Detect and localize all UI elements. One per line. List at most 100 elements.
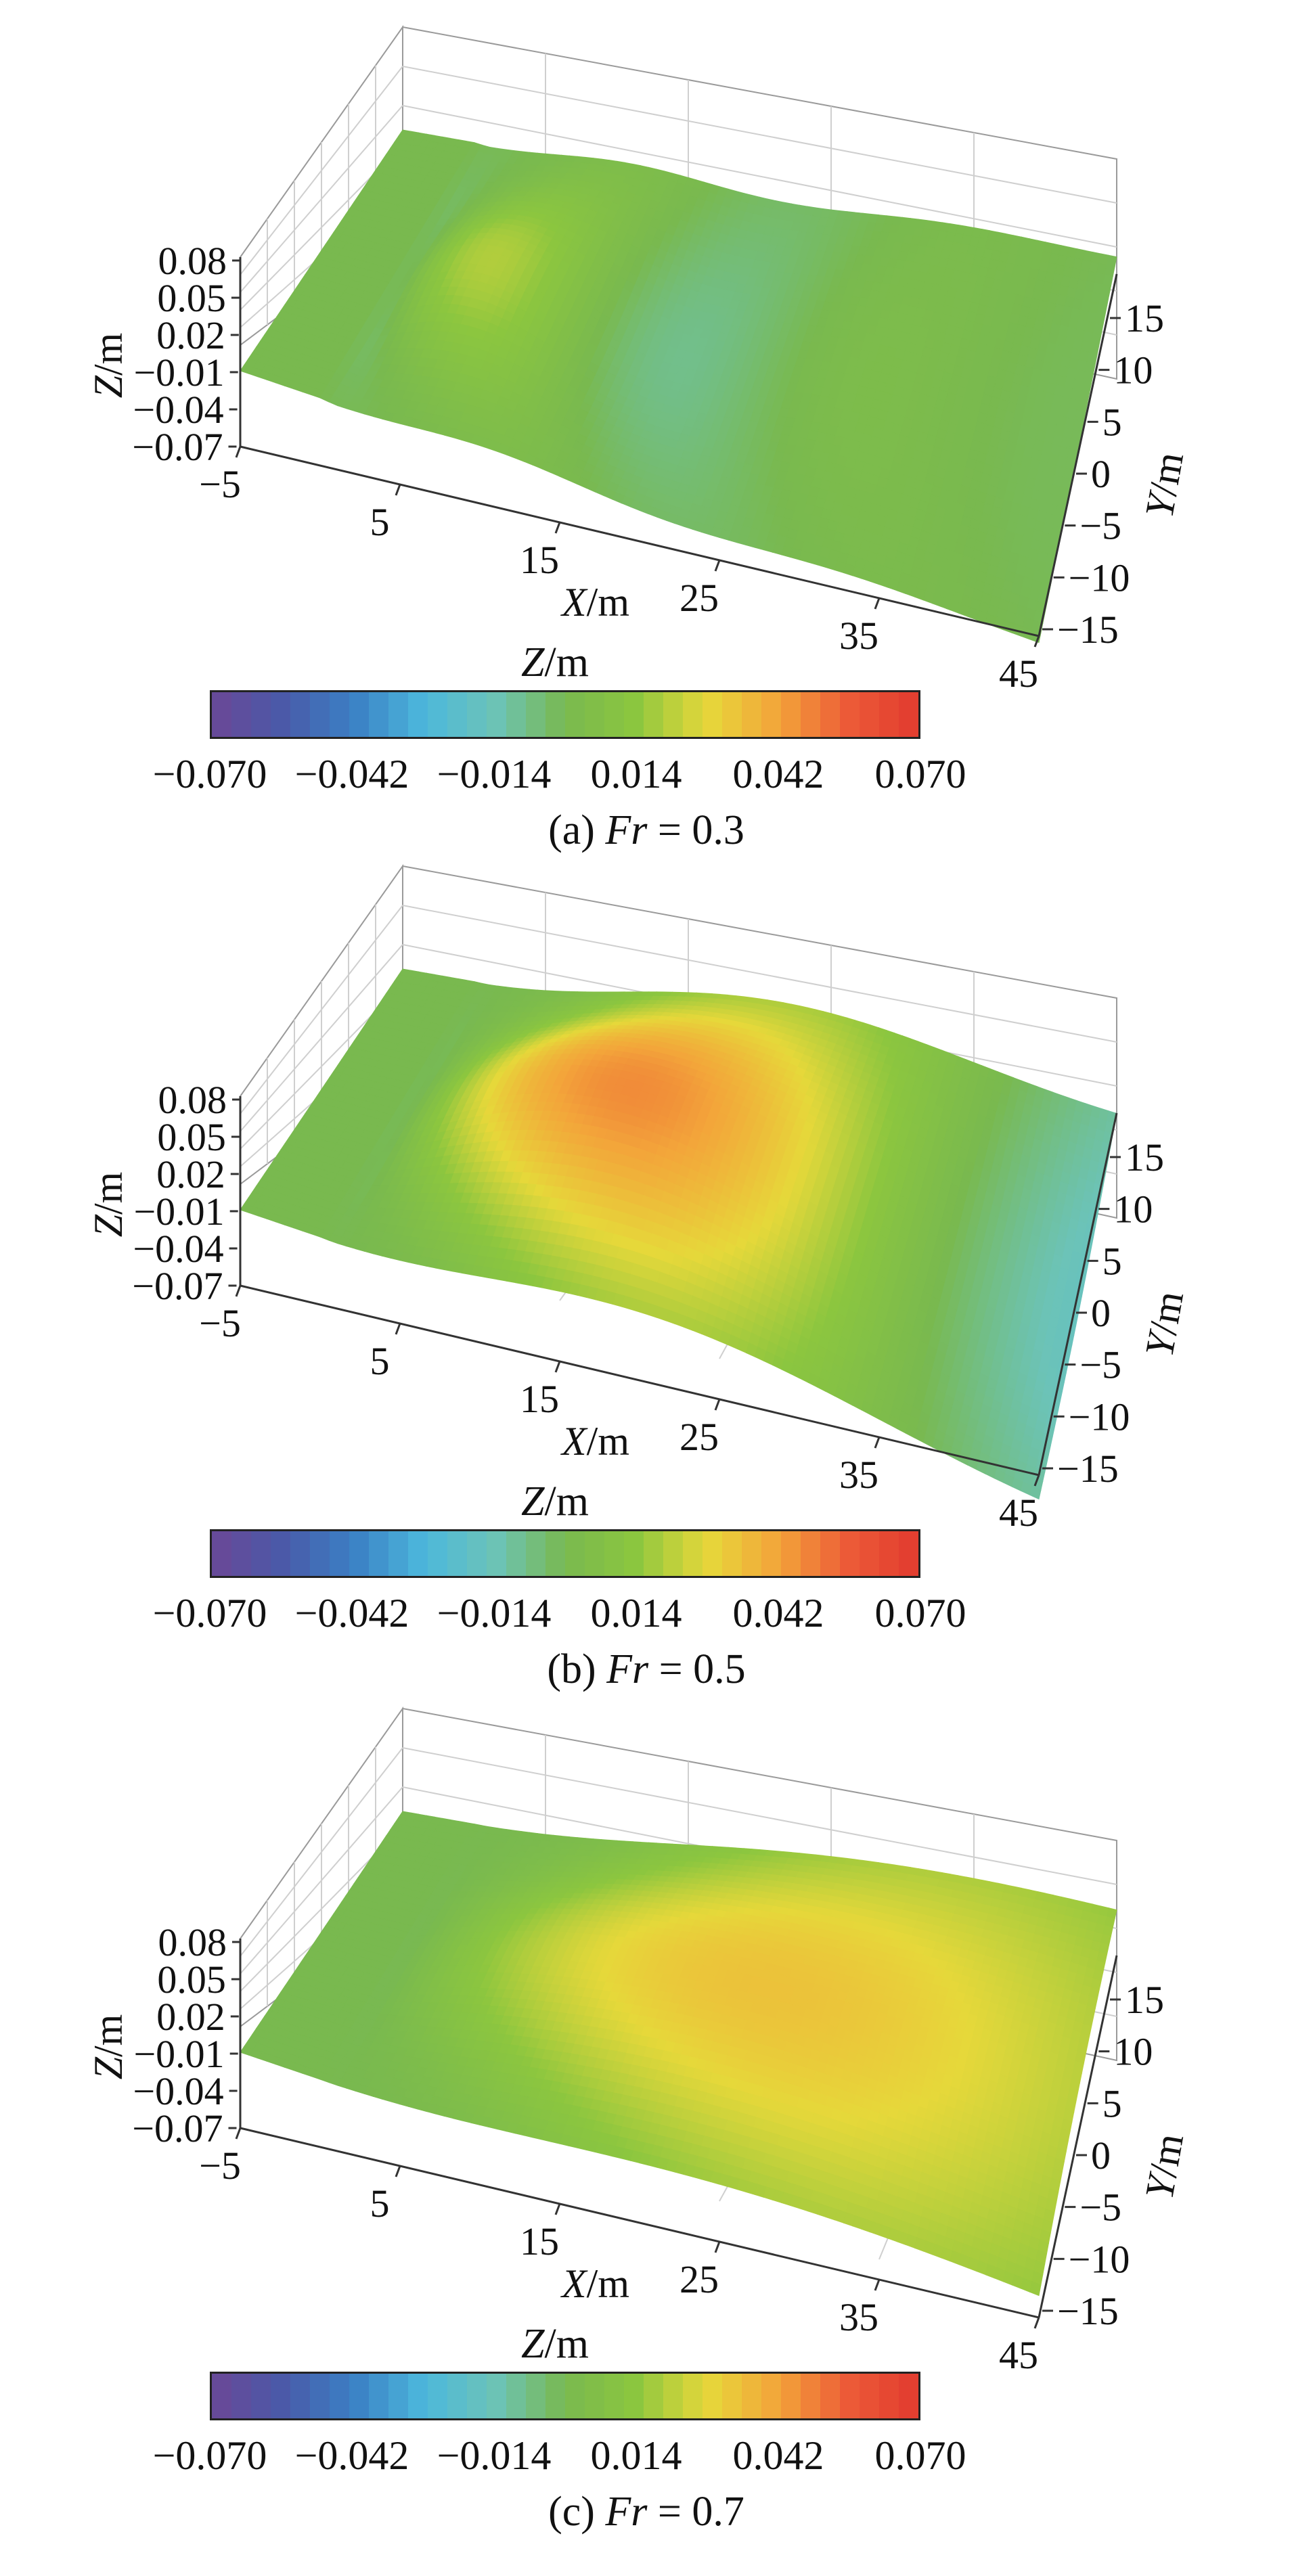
panel-caption: (b) Fr = 0.5	[547, 1646, 746, 1692]
z-axis-label: Z/m	[86, 1172, 131, 1238]
y-tick-label: −5	[1079, 504, 1121, 548]
colorbar-tick-label: 0.014	[590, 1591, 682, 1635]
colorbar-tick-label: 0.042	[732, 2433, 824, 2478]
z-tick-label: −0.07	[132, 2106, 223, 2150]
y-tick-label: 10	[1113, 348, 1153, 392]
x-tick-label: −5	[199, 1301, 241, 1345]
panel-b: −0.07 −0.04 −0.01 0.02 0.05 0.08 Z/m −5 5 15 25 35 4…	[0, 839, 1292, 1698]
panel-caption: (c) Fr = 0.7	[548, 2489, 744, 2535]
x-axis: −5 5 15 25 35 45 X/m	[199, 446, 1040, 696]
colorbar-tick-label: 0.014	[590, 2433, 682, 2478]
colorbar-tick-label: 0.070	[874, 2433, 966, 2478]
z-axis-label: Z/m	[86, 333, 131, 399]
y-axis-label: Y/m	[1136, 1288, 1192, 1360]
z-tick-label: −0.07	[132, 1264, 223, 1308]
x-axis: −5 5 15 25 35 45 X/m	[199, 1285, 1040, 1535]
colorbar-label: Z/m	[521, 1478, 589, 1524]
wave-surface	[240, 129, 1117, 643]
y-tick-label: 10	[1113, 1188, 1153, 1231]
y-tick-label: 10	[1113, 2030, 1153, 2074]
x-tick-label: 5	[370, 2182, 390, 2225]
colorbar-label: Z/m	[521, 2321, 589, 2367]
z-tick-label: −0.07	[132, 425, 223, 469]
colorbar-tick-label: −0.014	[437, 2433, 552, 2478]
x-axis: −5 5 15 25 35 45 X/m	[199, 2127, 1040, 2377]
colorbar	[210, 1529, 920, 1578]
x-tick-label: 25	[680, 576, 719, 620]
x-tick-label: 35	[839, 1453, 878, 1497]
x-axis-label: X/m	[560, 2261, 629, 2306]
panel-caption: (a) Fr = 0.3	[548, 807, 744, 853]
y-tick-label: 15	[1125, 1978, 1164, 2022]
x-tick-label: 45	[999, 1491, 1038, 1535]
x-tick-label: 5	[370, 1339, 390, 1383]
colorbar-ticks: −0.070 −0.042 −0.014 0.014 0.042 0.070	[153, 1591, 966, 1635]
x-axis-label: X/m	[560, 1419, 629, 1464]
colorbar-tick-label: −0.014	[437, 752, 552, 796]
x-tick-label: −5	[199, 2144, 241, 2188]
plot-3d: −0.07−0.04−0.010.020.050.08 Z/m −5 5 15 25 35 4…	[86, 863, 1192, 1535]
z-tick-label: 0.05	[157, 1115, 226, 1159]
x-tick-label: 35	[839, 614, 878, 658]
y-tick-label: −10	[1069, 556, 1130, 600]
wave-surface	[240, 1811, 1117, 2297]
colorbar-label: Z/m	[521, 639, 589, 685]
colorbar-tick-label: −0.042	[294, 2433, 409, 2478]
y-tick-label: −15	[1057, 608, 1119, 652]
plot-3d: −0.07−0.04−0.010.020.050.08 Z/m −5 5 15 25 35 4…	[86, 24, 1192, 696]
z-tick-label: 0.05	[157, 1958, 226, 2002]
panel-c: −0.07 −0.04 −0.01 0.02 0.05 0.08 Z/m −5 5 15 25 35 4…	[0, 1681, 1292, 2576]
y-axis: −15 −10 −5 0 5 10 15 Y/m	[1042, 1978, 1192, 2333]
y-tick-label: 5	[1102, 2081, 1122, 2125]
x-tick-label: 25	[680, 1415, 719, 1459]
x-tick-label: 45	[999, 2333, 1038, 2377]
z-axis: −0.07−0.04−0.010.020.050.08 Z/m	[86, 1920, 240, 2150]
colorbar-tick-label: 0.042	[732, 1591, 824, 1635]
z-tick-label: 0.08	[158, 1920, 227, 1964]
y-axis: −15 −10 −5 0 5 10 15 Y/m	[1042, 1135, 1192, 1491]
colorbar-tick-label: −0.042	[294, 752, 409, 796]
x-tick-label: 15	[520, 1377, 559, 1421]
colorbar-tick-label: −0.070	[152, 1591, 267, 1635]
y-tick-label: −5	[1079, 2186, 1121, 2230]
colorbar-ticks: −0.070 −0.042 −0.014 0.014 0.042 0.070	[153, 2433, 966, 2478]
y-tick-label: 0	[1091, 452, 1111, 496]
y-tick-label: 5	[1102, 400, 1122, 444]
z-axis: −0.07−0.04−0.010.020.050.08 Z/m	[86, 1078, 240, 1308]
z-tick-label: −0.04	[133, 388, 223, 432]
z-tick-label: −0.01	[133, 1190, 224, 1234]
y-tick-label: 0	[1091, 2133, 1111, 2177]
z-tick-label: −0.01	[133, 2032, 224, 2076]
y-tick-label: −10	[1069, 2237, 1130, 2281]
x-tick-label: 5	[370, 500, 390, 544]
x-tick-label: 15	[520, 2219, 559, 2263]
z-tick-label: 0.08	[158, 239, 227, 283]
z-axis-label: Z/m	[86, 2014, 131, 2080]
z-tick-label: 0.02	[156, 1995, 225, 2039]
colorbar-tick-label: 0.070	[874, 1591, 966, 1635]
x-tick-label: 35	[839, 2295, 878, 2339]
y-axis: −15 −10 −5 0 5 10 15 Y/m	[1042, 296, 1192, 652]
y-axis-label: Y/m	[1136, 2130, 1192, 2202]
axis-lines	[239, 257, 1118, 637]
z-tick-label: −0.04	[133, 2069, 223, 2113]
z-tick-label: 0.02	[156, 313, 225, 357]
z-tick-label: 0.08	[158, 1078, 227, 1122]
colorbar	[210, 2372, 920, 2420]
y-tick-label: 5	[1102, 1239, 1122, 1283]
axis-lines	[239, 1939, 1118, 2319]
wave-surface	[240, 968, 1117, 1500]
colorbar-tick-label: 0.070	[874, 752, 966, 796]
z-axis: −0.07−0.04−0.010.020.050.08 Z/m	[86, 239, 240, 469]
colorbar-tick-label: 0.014	[590, 752, 682, 796]
x-tick-label: 15	[520, 538, 559, 582]
colorbar	[210, 690, 920, 739]
panel-a: −0.07 −0.04 −0.01 0.02 0.05 0.08 Z/m −5 5 15 25 35 4…	[0, 0, 1292, 859]
plot-3d: −0.07−0.04−0.010.020.050.08 Z/m −5 5 15 25 35 4…	[86, 1706, 1192, 2377]
colorbar-tick-label: −0.070	[152, 2433, 267, 2478]
z-tick-label: 0.02	[156, 1152, 225, 1196]
colorbar-tick-label: 0.042	[732, 752, 824, 796]
y-tick-label: 15	[1125, 296, 1164, 340]
y-axis-label: Y/m	[1136, 449, 1192, 521]
y-tick-label: −15	[1057, 2289, 1119, 2333]
